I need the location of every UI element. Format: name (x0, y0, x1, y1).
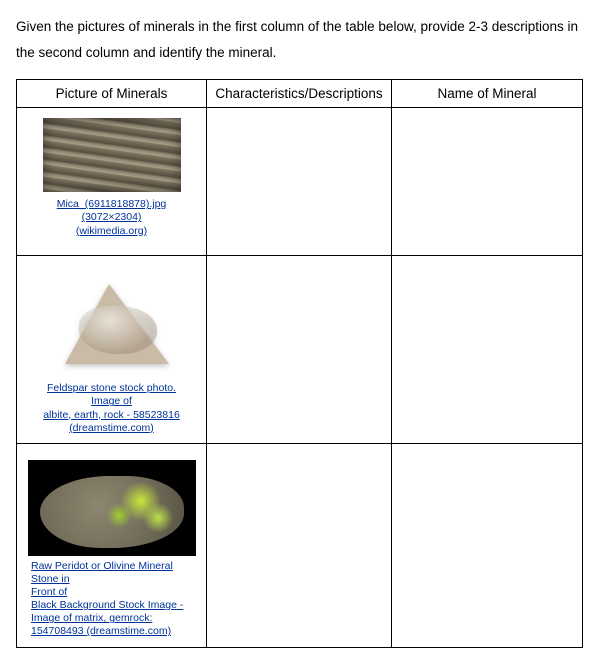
caption-line: 154708493 (dreamstime.com) (31, 625, 171, 637)
table-row: Raw Peridot or Olivine Mineral Stone in … (17, 443, 583, 647)
caption-line: (wikimedia.org) (76, 225, 147, 237)
caption-line: Mica_(6911818878).jpg (3072×2304) (57, 198, 167, 223)
minerals-table: Picture of Minerals Characteristics/Desc… (16, 79, 583, 647)
header-name: Name of Mineral (392, 80, 583, 108)
instructions-text: Given the pictures of minerals in the fi… (16, 14, 583, 65)
desc-cell (207, 108, 392, 256)
caption-line: Raw Peridot or Olivine Mineral Stone in (31, 560, 173, 585)
caption-line: Black Background Stock Image - (31, 599, 183, 611)
caption-line: (dreamstime.com) (69, 422, 154, 434)
caption-line: Feldspar stone stock photo. Image of (47, 382, 176, 407)
header-row: Picture of Minerals Characteristics/Desc… (17, 80, 583, 108)
caption-line: albite, earth, rock - 58523816 (43, 409, 180, 421)
name-cell (392, 443, 583, 647)
image-caption-link[interactable]: Feldspar stone stock photo. Image of alb… (23, 382, 200, 439)
picture-cell: Raw Peridot or Olivine Mineral Stone in … (17, 443, 207, 647)
picture-cell: Mica_(6911818878).jpg (3072×2304) (wikim… (17, 108, 207, 256)
image-caption-link[interactable]: Raw Peridot or Olivine Mineral Stone in … (23, 560, 200, 643)
feldspar-image (37, 270, 187, 380)
desc-cell (207, 443, 392, 647)
desc-cell (207, 256, 392, 444)
table-row: Mica_(6911818878).jpg (3072×2304) (wikim… (17, 108, 583, 256)
name-cell (392, 108, 583, 256)
caption-line: Image of matrix, gemrock: (31, 612, 152, 624)
olivine-image (28, 460, 196, 556)
table-row: Feldspar stone stock photo. Image of alb… (17, 256, 583, 444)
image-caption-link[interactable]: Mica_(6911818878).jpg (3072×2304) (wikim… (23, 198, 200, 241)
header-picture: Picture of Minerals (17, 80, 207, 108)
header-desc: Characteristics/Descriptions (207, 80, 392, 108)
mica-image (43, 118, 181, 192)
caption-line: Front of (31, 586, 67, 598)
picture-cell: Feldspar stone stock photo. Image of alb… (17, 256, 207, 444)
name-cell (392, 256, 583, 444)
